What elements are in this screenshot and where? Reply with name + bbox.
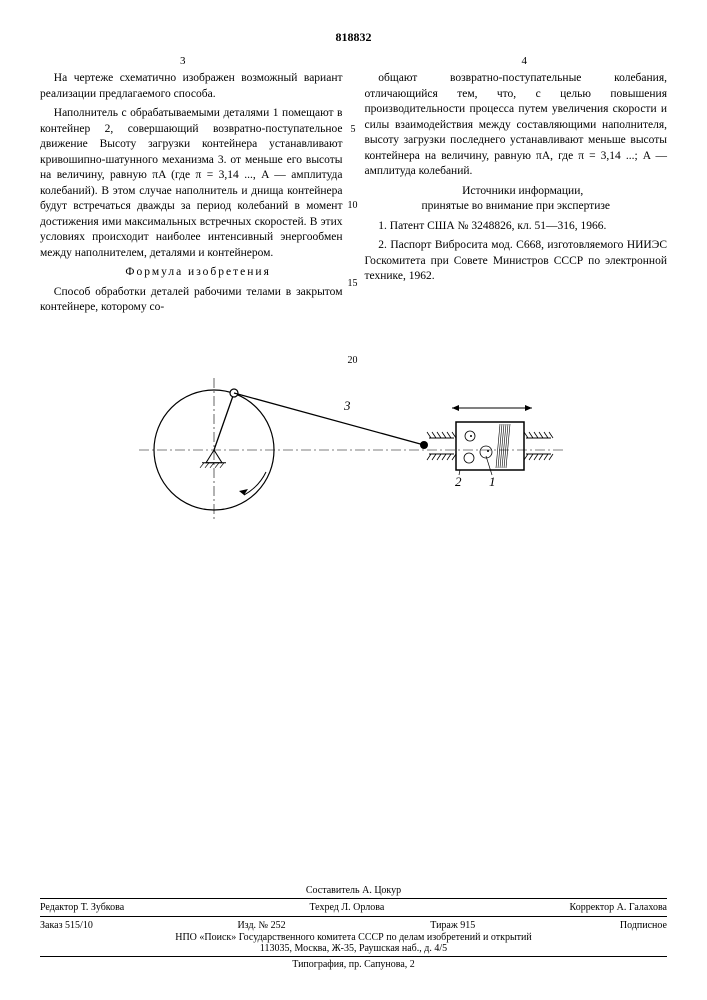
refs-title: Источники информации, принятые во вниман… bbox=[365, 184, 668, 215]
left-p1: На чертеже схематично изображен возможны… bbox=[40, 71, 343, 102]
svg-text:1: 1 bbox=[489, 474, 496, 489]
imprint-block: Составитель А. Цокур Редактор Т. Зубкова… bbox=[40, 885, 667, 970]
page-num-left: 3 bbox=[180, 55, 186, 67]
line-20: 20 bbox=[348, 354, 358, 368]
composer: Составитель А. Цокур bbox=[40, 885, 667, 896]
right-p1: общают возвратно-поступательные колебани… bbox=[365, 71, 668, 180]
imprint-roles: Редактор Т. Зубкова Техред Л. Орлова Кор… bbox=[40, 901, 667, 914]
formula-title: Формула изобретения bbox=[40, 265, 343, 281]
tirage: Тираж 915 bbox=[430, 920, 475, 931]
line-5: 5 bbox=[351, 123, 356, 137]
doc-number: 818832 bbox=[40, 30, 667, 45]
order-num: Заказ 515/10 bbox=[40, 920, 93, 931]
text-columns: На чертеже схематично изображен возможны… bbox=[40, 71, 667, 320]
page-numbers: 3 4 bbox=[40, 55, 667, 69]
ref-2: 2. Паспорт Вибросита мод. С668, изготовл… bbox=[365, 238, 668, 285]
editor: Редактор Т. Зубкова bbox=[40, 902, 124, 913]
izd-num: Изд. № 252 bbox=[237, 920, 285, 931]
right-column: 5 10 15 20 общают возвратно-поступательн… bbox=[365, 71, 668, 320]
org: НПО «Поиск» Государственного комитета СС… bbox=[40, 932, 667, 943]
subscription: Подписное bbox=[620, 920, 667, 931]
ref-1: 1. Патент США № 3248826, кл. 51—316, 196… bbox=[365, 219, 668, 235]
svg-text:2: 2 bbox=[455, 474, 462, 489]
page-num-right: 4 bbox=[522, 55, 528, 67]
svg-text:3: 3 bbox=[343, 398, 351, 413]
line-15: 15 bbox=[348, 277, 358, 291]
left-p3: Способ обработки деталей рабочими телами… bbox=[40, 285, 343, 316]
left-p2: Наполнитель с обрабатываемыми деталями 1… bbox=[40, 106, 343, 261]
address: 113035, Москва, Ж-35, Раушская наб., д. … bbox=[40, 943, 667, 954]
line-10: 10 bbox=[348, 199, 358, 213]
imprint-pub: Заказ 515/10 Изд. № 252 Тираж 915 Подпис… bbox=[40, 919, 667, 932]
figure: 3 2 1 bbox=[40, 360, 667, 545]
left-column: На чертеже схематично изображен возможны… bbox=[40, 71, 343, 320]
tech-editor: Техред Л. Орлова bbox=[309, 902, 384, 913]
typography: Типография, пр. Сапунова, 2 bbox=[40, 959, 667, 970]
corrector: Корректор А. Галахова bbox=[570, 902, 667, 913]
mechanism-diagram: 3 2 1 bbox=[104, 360, 604, 540]
